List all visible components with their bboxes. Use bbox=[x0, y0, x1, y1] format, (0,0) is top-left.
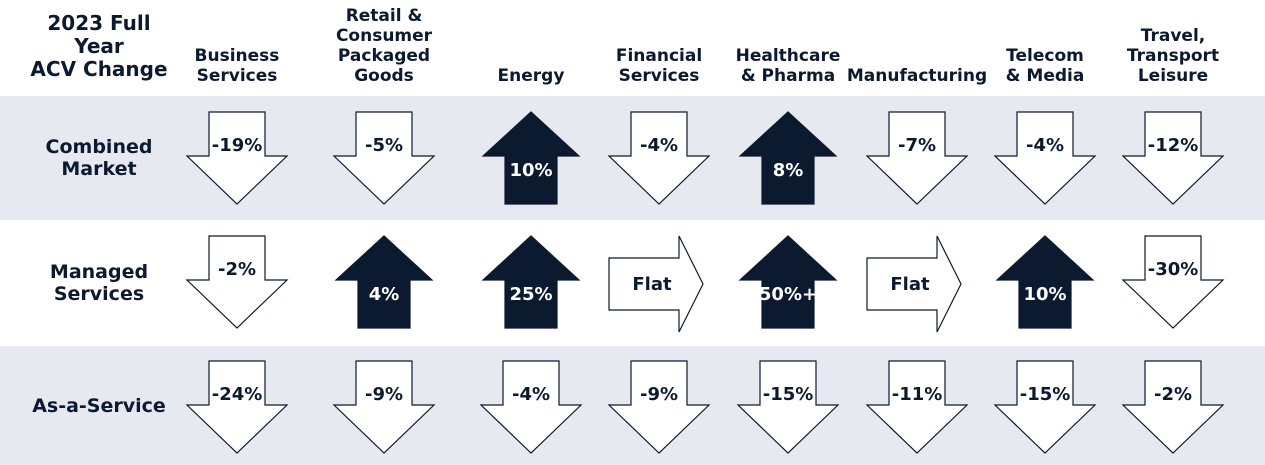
arrow-shape bbox=[185, 360, 289, 454]
row-label: Combined Market bbox=[45, 136, 153, 180]
column-header: Business Services bbox=[194, 46, 280, 86]
arrow-shape bbox=[866, 235, 962, 333]
arrow-shape bbox=[607, 360, 711, 454]
arrow-down-icon: -4% bbox=[607, 111, 711, 208]
arrow-shape bbox=[993, 111, 1097, 205]
arrow-down-icon: -2% bbox=[185, 235, 289, 332]
arrow-down-icon: -4% bbox=[993, 111, 1097, 208]
arrow-shape bbox=[993, 360, 1097, 454]
arrow-up-icon: 50%+ bbox=[738, 235, 838, 332]
column-header: Healthcare & Pharma bbox=[735, 46, 841, 86]
arrow-shape bbox=[481, 111, 581, 205]
arrow-up-icon: 4% bbox=[334, 235, 434, 332]
column-header: Travel, Transport Leisure bbox=[1126, 26, 1220, 86]
arrow-up-icon: 10% bbox=[995, 235, 1095, 332]
arrow-down-icon: -9% bbox=[332, 360, 436, 457]
arrow-shape bbox=[479, 360, 583, 454]
arrow-flat-icon: Flat bbox=[866, 235, 967, 333]
arrow-shape bbox=[995, 235, 1095, 329]
arrow-shape bbox=[738, 111, 838, 205]
arrow-shape bbox=[607, 111, 711, 205]
arrow-shape bbox=[332, 111, 436, 205]
column-header: Retail & Consumer Packaged Goods bbox=[335, 6, 433, 86]
arrow-down-icon: -19% bbox=[185, 111, 289, 208]
arrow-shape bbox=[1121, 360, 1225, 454]
arrow-flat-icon: Flat bbox=[608, 235, 709, 333]
arrow-shape bbox=[185, 111, 289, 205]
arrow-up-icon: 10% bbox=[481, 111, 581, 208]
arrow-down-icon: -9% bbox=[607, 360, 711, 457]
arrow-down-icon: -30% bbox=[1121, 235, 1225, 332]
arrow-shape bbox=[1121, 235, 1225, 329]
arrow-shape bbox=[332, 360, 436, 454]
column-header: Energy bbox=[497, 66, 565, 86]
arrow-down-icon: -12% bbox=[1121, 111, 1225, 208]
arrow-down-icon: -11% bbox=[865, 360, 969, 457]
column-header: Manufacturing bbox=[846, 66, 988, 86]
arrow-shape bbox=[738, 235, 838, 329]
arrow-shape bbox=[736, 360, 840, 454]
arrow-down-icon: -24% bbox=[185, 360, 289, 457]
arrow-down-icon: -15% bbox=[993, 360, 1097, 457]
table-title: 2023 Full Year ACV Change bbox=[30, 11, 168, 81]
arrow-shape bbox=[1121, 111, 1225, 205]
arrow-shape bbox=[608, 235, 704, 333]
arrow-shape bbox=[185, 235, 289, 329]
arrow-shape bbox=[865, 360, 969, 454]
arrow-down-icon: -2% bbox=[1121, 360, 1225, 457]
arrow-down-icon: -5% bbox=[332, 111, 436, 208]
arrow-down-icon: -15% bbox=[736, 360, 840, 457]
arrow-shape bbox=[481, 235, 581, 329]
column-header: Financial Services bbox=[615, 46, 703, 86]
arrow-down-icon: -4% bbox=[479, 360, 583, 457]
arrow-up-icon: 25% bbox=[481, 235, 581, 332]
row-label: As-a-Service bbox=[32, 395, 166, 417]
arrow-up-icon: 8% bbox=[738, 111, 838, 208]
row-label: Managed Services bbox=[49, 261, 149, 305]
arrow-shape bbox=[334, 235, 434, 329]
arrow-down-icon: -7% bbox=[865, 111, 969, 208]
column-header: Telecom & Media bbox=[1005, 46, 1085, 86]
arrow-shape bbox=[865, 111, 969, 205]
